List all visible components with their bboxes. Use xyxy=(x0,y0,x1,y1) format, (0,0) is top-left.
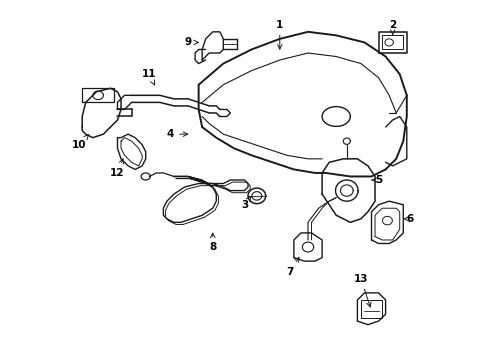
Text: 9: 9 xyxy=(184,37,198,48)
Text: 7: 7 xyxy=(286,257,298,277)
Text: 2: 2 xyxy=(388,20,395,35)
Text: 8: 8 xyxy=(209,233,216,252)
Text: 1: 1 xyxy=(276,20,283,49)
Text: 5: 5 xyxy=(371,175,382,185)
Text: 13: 13 xyxy=(353,274,370,307)
Text: 6: 6 xyxy=(403,214,413,224)
Text: 4: 4 xyxy=(166,129,187,139)
Text: 3: 3 xyxy=(241,197,250,210)
Text: 10: 10 xyxy=(71,135,88,150)
Text: 11: 11 xyxy=(142,69,156,85)
Text: 12: 12 xyxy=(110,159,124,178)
